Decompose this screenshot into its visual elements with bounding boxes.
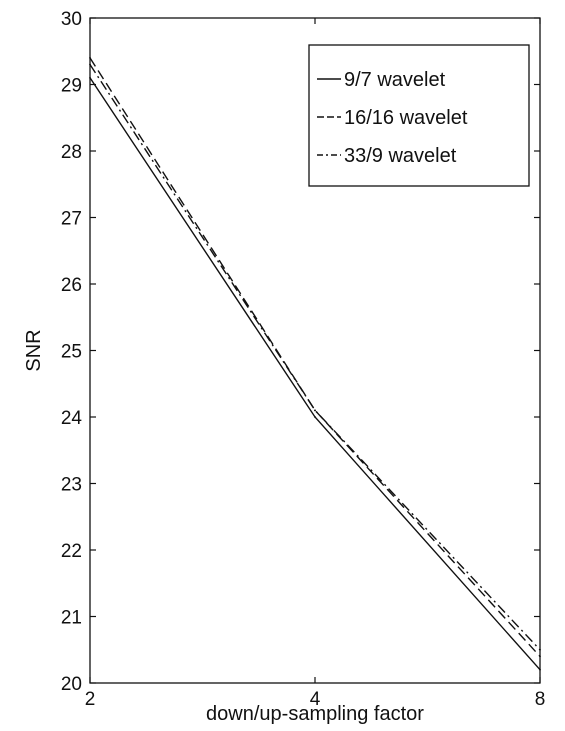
- y-tick-label: 29: [61, 76, 82, 97]
- data-point: [539, 655, 541, 658]
- data-point: [539, 648, 541, 651]
- y-tick-label: 30: [61, 9, 82, 30]
- data-point: [314, 409, 316, 412]
- y-axis-label: SNR: [23, 329, 45, 371]
- y-tick-label: 25: [61, 342, 82, 363]
- y-tick-label: 24: [61, 408, 83, 429]
- x-tick-label: 8: [535, 689, 546, 710]
- x-tick-label: 2: [85, 689, 96, 710]
- y-tick-label: 28: [61, 142, 82, 163]
- data-point: [539, 668, 541, 671]
- legend-entry: 16/16 wavelet: [344, 107, 468, 129]
- legend-entry: 9/7 wavelet: [344, 69, 446, 91]
- legend-entry: 33/9 wavelet: [344, 145, 457, 167]
- series-line-2: [89, 57, 541, 657]
- y-tick-label: 22: [61, 541, 82, 562]
- y-tick-label: 27: [61, 209, 82, 230]
- data-point: [314, 416, 316, 418]
- data-point: [89, 76, 91, 79]
- y-tick-label: 26: [61, 275, 82, 296]
- x-axis-label: down/up-sampling factor: [206, 703, 424, 725]
- legend-box: [308, 44, 530, 187]
- data-point: [89, 57, 91, 59]
- x-tick-label: 4: [310, 689, 321, 710]
- data-point: [89, 63, 91, 66]
- y-tick-label: 21: [61, 608, 82, 629]
- y-tick-label: 20: [61, 674, 82, 695]
- y-tick-label: 23: [61, 475, 82, 496]
